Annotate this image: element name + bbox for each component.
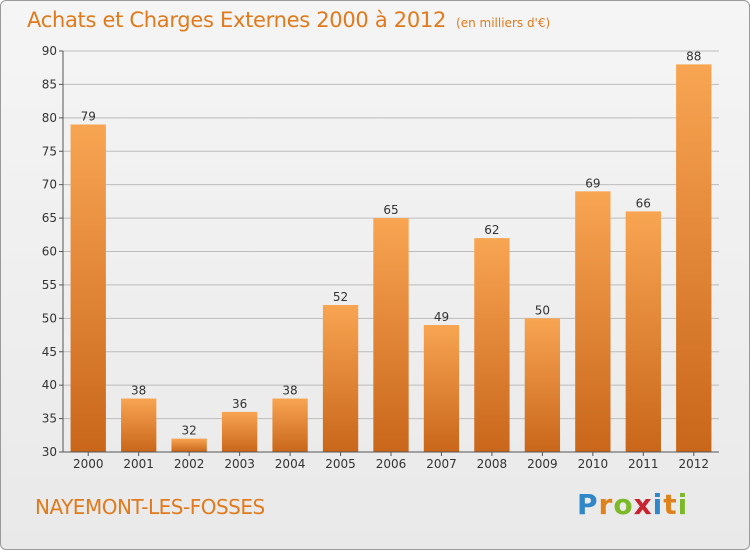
x-tick-label-2004: 2004: [275, 457, 306, 471]
x-tick-label-2008: 2008: [477, 457, 508, 471]
title-row: Achats et Charges Externes 2000 à 2012 (e…: [27, 8, 550, 32]
x-tick-label-2007: 2007: [426, 457, 457, 471]
bar-2001: [121, 398, 157, 452]
chart-title: Achats et Charges Externes 2000 à 2012: [27, 8, 447, 32]
y-tick-label: 85: [42, 77, 57, 91]
bar-2012: [676, 64, 712, 452]
y-tick-label: 90: [42, 44, 57, 58]
value-label-2012: 88: [686, 49, 701, 63]
value-label-2001: 38: [131, 384, 146, 398]
logo-letter: x: [633, 488, 653, 521]
value-label-2005: 52: [333, 290, 348, 304]
value-label-2004: 38: [282, 384, 297, 398]
x-tick-label-2010: 2010: [578, 457, 609, 471]
logo-letter: o: [613, 488, 634, 521]
y-tick-label: 45: [42, 345, 57, 359]
x-tick-label-2003: 2003: [224, 457, 255, 471]
bar-2010: [575, 191, 611, 452]
logo-letter: P: [577, 488, 599, 521]
x-tick-label-2000: 2000: [73, 457, 104, 471]
bar-2007: [423, 325, 460, 452]
logo-letter: i: [652, 488, 664, 521]
value-label-2011: 66: [636, 196, 651, 210]
x-tick-label-2005: 2005: [325, 457, 356, 471]
y-tick-label: 65: [42, 211, 57, 225]
value-label-2006: 65: [383, 203, 398, 217]
bar-2000: [70, 124, 106, 453]
y-tick-label: 80: [42, 111, 57, 125]
logo-letter: i: [677, 488, 689, 521]
x-tick-label-2002: 2002: [174, 457, 205, 471]
bar-2006: [373, 218, 409, 452]
y-tick-label: 35: [42, 412, 57, 426]
logo-letter: t: [663, 488, 678, 521]
value-label-2008: 62: [484, 223, 499, 237]
bar-2004: [272, 398, 308, 452]
bar-layer: 79 38 32 36 38 52 65 49 62 50 69 66 88: [70, 49, 712, 453]
bar-2011: [625, 211, 661, 452]
bar-2002: [171, 438, 207, 452]
logo-letter: r: [598, 488, 614, 521]
commune-name: NAYEMONT-LES-FOSSES: [35, 495, 265, 519]
value-label-2000: 79: [81, 110, 96, 124]
y-tick-label: 30: [42, 445, 57, 459]
value-label-2009: 50: [535, 303, 550, 317]
x-tick-label-2012: 2012: [678, 457, 709, 471]
y-tick-label: 40: [42, 378, 57, 392]
value-label-2002: 32: [182, 424, 197, 438]
proxiti-logo: Proxiti: [577, 488, 688, 521]
value-label-2010: 69: [585, 176, 600, 190]
chart-subtitle: (en milliers d'€): [456, 16, 551, 30]
bar-2003: [221, 411, 258, 452]
x-tick-label-2009: 2009: [527, 457, 558, 471]
value-label-2003: 36: [232, 397, 247, 411]
y-tick-label: 55: [42, 278, 57, 292]
x-tick-label-2011: 2011: [628, 457, 659, 471]
axis-layer: 30 35 40 45 50 55 60 65 70 75 80 85 90 2000 2001 2002 20…: [42, 44, 719, 471]
bar-2009: [524, 318, 561, 452]
y-tick-label: 60: [42, 245, 57, 259]
bar-2005: [322, 304, 359, 452]
value-label-2007: 49: [434, 310, 449, 324]
x-tick-label-2001: 2001: [123, 457, 154, 471]
bar-2008: [474, 238, 510, 452]
y-tick-label: 70: [42, 178, 57, 192]
x-tick-label-2006: 2006: [376, 457, 407, 471]
y-tick-label: 75: [42, 144, 57, 158]
y-tick-label: 50: [42, 311, 57, 325]
